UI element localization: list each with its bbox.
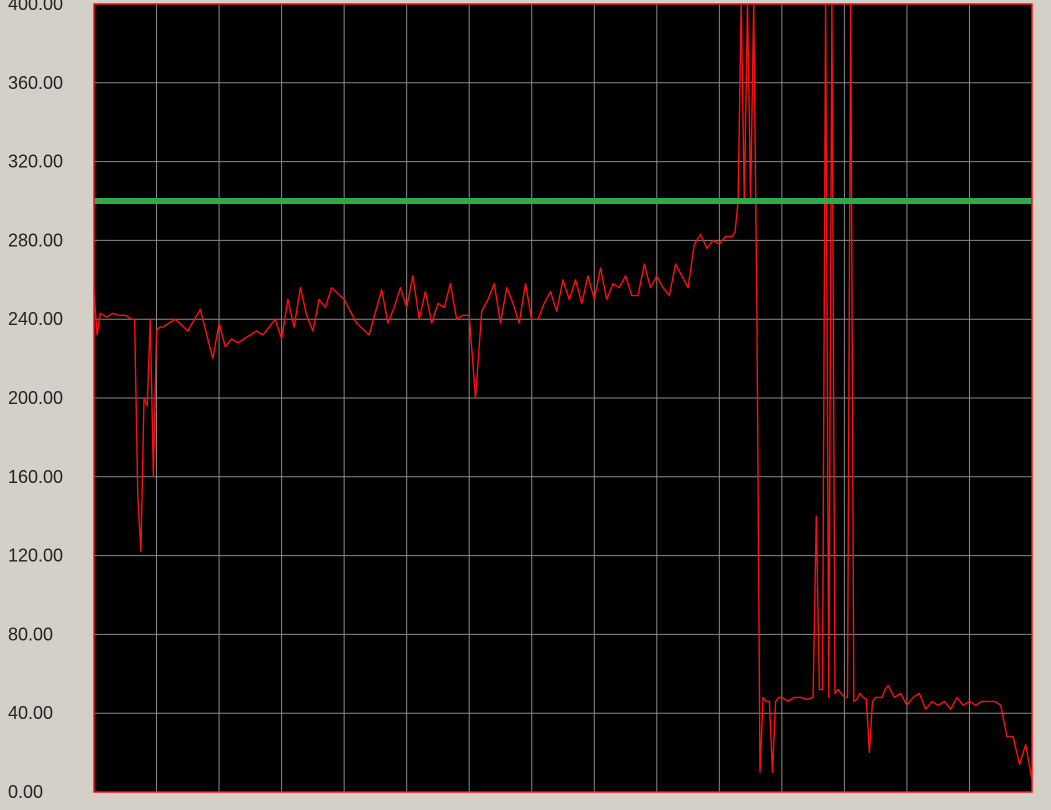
y-tick-label: 40.00: [8, 703, 53, 723]
plot-border: [93, 3, 1033, 793]
y-tick-label: 360.00: [8, 73, 63, 93]
y-tick-label: 200.00: [8, 388, 63, 408]
y-tick-label: 280.00: [8, 230, 63, 250]
y-tick-label: 160.00: [8, 467, 63, 487]
y-tick-label: 400.00: [8, 0, 63, 14]
series-layer: [93, 3, 1033, 781]
y-tick-label: 240.00: [8, 309, 63, 329]
y-tick-label: 320.00: [8, 152, 63, 172]
grid: [94, 4, 1032, 792]
y-tick-label: 80.00: [8, 624, 53, 644]
y-axis-ticks: 0.00 40.00 80.00 120.00 160.00 200.00 240.00 28…: [8, 0, 63, 802]
y-tick-label: 0.00: [8, 782, 43, 802]
series-line: [93, 3, 1033, 781]
y-tick-label: 120.00: [8, 546, 63, 566]
